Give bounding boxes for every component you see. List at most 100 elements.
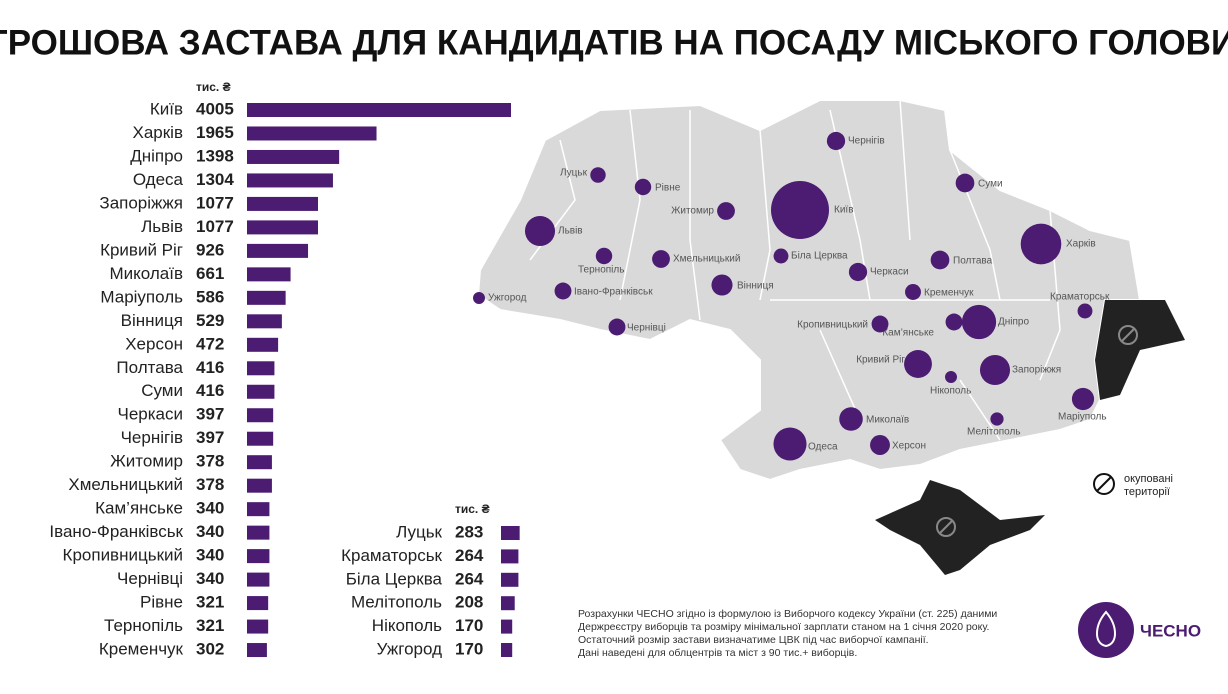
category-label: Маріуполь (100, 287, 183, 306)
map-label: Чернігів (848, 136, 885, 147)
map-bubble (473, 292, 485, 304)
category-label: Рівне (140, 593, 183, 612)
value-label: 378 (196, 452, 224, 471)
map-label: Запоріжжя (1012, 365, 1061, 376)
map-label: Полтава (953, 256, 993, 267)
map-label: Краматорськ (1050, 292, 1110, 303)
map-bubble (773, 427, 807, 461)
map-bubble (945, 313, 963, 331)
map-label: Тернопіль (578, 265, 624, 276)
map-bubble (524, 215, 556, 247)
category-label: Ужгород (377, 639, 442, 658)
bar (247, 173, 333, 188)
category-label: Чернігів (121, 428, 183, 447)
legend-icon (1093, 473, 1115, 495)
category-label: Хмельницький (68, 475, 183, 494)
map-bubble (870, 435, 890, 455)
map-label: Ужгород (488, 293, 527, 304)
bar-chart: тис. ₴ Київ 4005 Київ Харків 1965 Харків Дніпро… (49, 80, 1106, 658)
map-bubble (773, 248, 789, 264)
map-bubble (839, 407, 863, 431)
map-bubble (905, 284, 921, 300)
bar (247, 243, 309, 258)
title: ГРОШОВА ЗАСТАВА ДЛЯ КАНДИДАТІВ НА ПОСАДУ… (0, 23, 1228, 62)
map-bubble (955, 173, 975, 193)
value-label: 340 (196, 546, 224, 565)
category-label: Харків (133, 123, 184, 142)
map-label: Біла Церква (791, 251, 848, 262)
category-label: Черкаси (117, 405, 183, 424)
map-bubble (771, 181, 829, 239)
map-label: Дніпро (998, 317, 1029, 328)
notes: Розрахунки ЧЕСНО згідно із формулою із В… (578, 608, 997, 659)
bar (247, 572, 270, 587)
value-label: 586 (196, 287, 224, 306)
value-label: 397 (196, 428, 224, 447)
map-label: Львів (558, 226, 583, 237)
bar (247, 596, 269, 611)
map-label: Суми (978, 179, 1003, 190)
map-label: Мелітополь (967, 427, 1021, 438)
bar (247, 337, 279, 352)
map-label: Маріуполь (1058, 412, 1107, 423)
map-bubble (634, 178, 652, 196)
category-label: Вінниця (121, 311, 183, 330)
value-label: 397 (196, 405, 224, 424)
bar (247, 126, 377, 141)
category-label: Краматорськ (341, 546, 442, 565)
region-borders (529, 99, 1061, 441)
bar (247, 314, 282, 329)
legend-label: території (1124, 486, 1170, 498)
value-label: 4005 (196, 99, 234, 118)
value-label: 926 (196, 240, 224, 259)
category-label: Тернопіль (104, 616, 183, 635)
map-label: Миколаїв (866, 415, 909, 426)
bar (247, 549, 270, 564)
bar (247, 431, 274, 446)
unit-label: тис. ₴ (455, 502, 490, 516)
map-label: Житомир (671, 206, 714, 217)
map-bubble (904, 350, 932, 378)
map-label: Одеса (808, 442, 838, 453)
note: Розрахунки ЧЕСНО згідно із формулою із В… (578, 608, 997, 620)
category-label: Кропивницький (63, 546, 183, 565)
bar (247, 290, 286, 305)
note: Дані наведені для облцентрів та міст з 9… (578, 647, 857, 659)
category-label: Мелітополь (351, 593, 442, 612)
bar (247, 478, 272, 493)
value-label: 661 (196, 264, 224, 283)
bar (247, 220, 318, 235)
category-label: Нікополь (372, 616, 442, 635)
value-label: 1077 (196, 217, 234, 236)
map-bubble (717, 202, 735, 220)
category-label: Кривий Ріг (100, 240, 183, 259)
category-label: Запоріжжя (99, 193, 183, 212)
map-label: Рівне (655, 183, 681, 194)
map-label: Нікополь (930, 386, 971, 397)
category-label: Суми (141, 381, 183, 400)
map-label: Кривий Ріг (856, 355, 905, 366)
value-label: 208 (455, 593, 483, 612)
category-label: Одеса (133, 170, 184, 189)
map-bubble (608, 318, 626, 336)
category-label: Біла Церква (346, 569, 443, 588)
bar (247, 643, 267, 658)
map-label: Хмельницький (673, 254, 740, 265)
value-label: 321 (196, 616, 224, 635)
bar (247, 502, 270, 517)
bar (501, 619, 513, 634)
value-label: 472 (196, 334, 224, 353)
map-bubble (871, 315, 889, 333)
logo-text: ЧЕСНО (1140, 621, 1201, 640)
map-bubble (826, 131, 846, 151)
value-label: 170 (455, 639, 483, 658)
map-label: Кам’янське (882, 328, 934, 339)
logo-shape (1096, 610, 1116, 648)
bar (247, 361, 275, 376)
bar (247, 149, 340, 164)
bar (501, 549, 519, 564)
bar (501, 596, 515, 611)
map-bubble (1071, 387, 1095, 411)
value-label: 378 (196, 475, 224, 494)
